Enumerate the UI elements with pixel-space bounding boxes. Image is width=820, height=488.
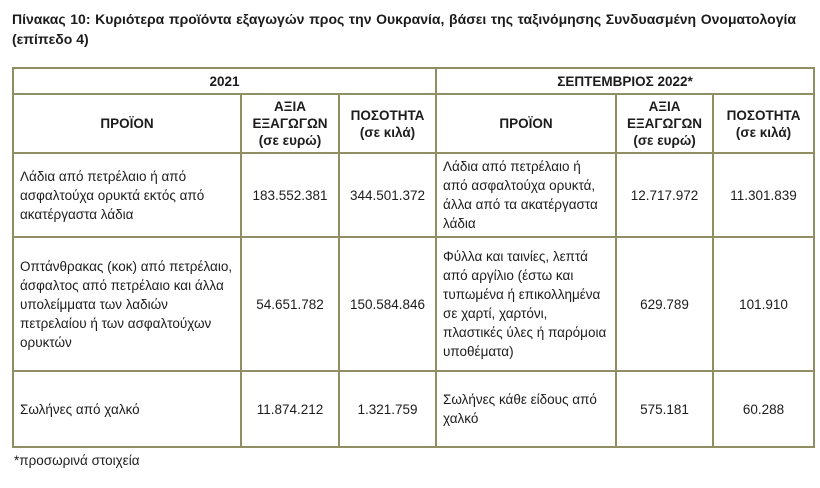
product-cell-sep-2022: Λάδια από πετρέλαιο ή από ασφαλτούχα ορυ… bbox=[435, 152, 618, 238]
column-header-quantity-2021: ΠΟΣΟΤΗΤΑ (σε κιλά) bbox=[337, 93, 438, 154]
export-value-cell-2021: 183.552.381 bbox=[240, 152, 340, 238]
product-cell-2021: Οπτάνθρακας (κοκ) από πετρέλαιο, άσφαλτο… bbox=[12, 236, 242, 372]
quantity-cell-2021: 344.501.372 bbox=[337, 152, 438, 238]
column-header-row: ΠΡΟΪΟΝ ΑΞΙΑ ΕΞΑΓΩΓΩΝ (σε ευρώ) ΠΟΣΟΤΗΤΑ … bbox=[12, 93, 816, 154]
quantity-cell-2021: 1.321.759 bbox=[337, 370, 438, 448]
column-header-product-sep-2022: ΠΡΟΪΟΝ bbox=[435, 93, 618, 154]
report-page: Πίνακας 10: Κυριότερα προϊόντα εξαγωγών … bbox=[0, 9, 820, 488]
column-header-export-value-2021: ΑΞΙΑ ΕΞΑΓΩΓΩΝ (σε ευρώ) bbox=[240, 93, 340, 154]
column-header-export-value-sep-2022: ΑΞΙΑ ΕΞΑΓΩΓΩΝ (σε ευρώ) bbox=[615, 93, 715, 154]
export-value-cell-sep-2022: 12.717.972 bbox=[615, 152, 715, 238]
export-value-cell-2021: 11.874.212 bbox=[240, 370, 340, 448]
table-row: Σωλήνες από χαλκό 11.874.212 1.321.759 Σ… bbox=[12, 370, 816, 448]
product-cell-sep-2022: Φύλλα και ταινίες, λεπτά από αργίλιο (έσ… bbox=[435, 236, 618, 372]
quantity-cell-2021: 150.584.846 bbox=[337, 236, 438, 372]
quantity-cell-sep-2022: 101.910 bbox=[712, 236, 816, 372]
table-row: Οπτάνθρακας (κοκ) από πετρέλαιο, άσφαλτο… bbox=[12, 236, 816, 372]
exports-table: 2021 ΣΕΠΤΕΜΒΡΙΟΣ 2022* ΠΡΟΪΟΝ ΑΞΙΑ ΕΞΑΓΩ… bbox=[11, 67, 816, 448]
product-cell-2021: Σωλήνες από χαλκό bbox=[12, 370, 242, 448]
quantity-cell-sep-2022: 11.301.839 bbox=[712, 152, 816, 238]
quantity-cell-sep-2022: 60.288 bbox=[712, 370, 816, 448]
table-caption: Πίνακας 10: Κυριότερα προϊόντα εξαγωγών … bbox=[12, 11, 796, 47]
period-header-2021: 2021 bbox=[11, 67, 438, 95]
footnote: *προσωρινά στοιχεία bbox=[14, 453, 140, 468]
export-value-cell-sep-2022: 575.181 bbox=[615, 370, 715, 448]
column-header-quantity-sep-2022: ΠΟΣΟΤΗΤΑ (σε κιλά) bbox=[712, 93, 816, 154]
column-header-product-2021: ΠΡΟΪΟΝ bbox=[12, 93, 242, 154]
period-header-sep-2022: ΣΕΠΤΕΜΒΡΙΟΣ 2022* bbox=[435, 67, 816, 95]
period-header-row: 2021 ΣΕΠΤΕΜΒΡΙΟΣ 2022* bbox=[11, 67, 816, 95]
export-value-cell-sep-2022: 629.789 bbox=[615, 236, 715, 372]
product-cell-sep-2022: Σωλήνες κάθε είδους από χαλκό bbox=[435, 370, 618, 448]
export-value-cell-2021: 54.651.782 bbox=[240, 236, 340, 372]
table-row: Λάδια από πετρέλαιο ή από ασφαλτούχα ορυ… bbox=[12, 152, 816, 238]
product-cell-2021: Λάδια από πετρέλαιο ή από ασφαλτούχα ορυ… bbox=[12, 152, 242, 238]
